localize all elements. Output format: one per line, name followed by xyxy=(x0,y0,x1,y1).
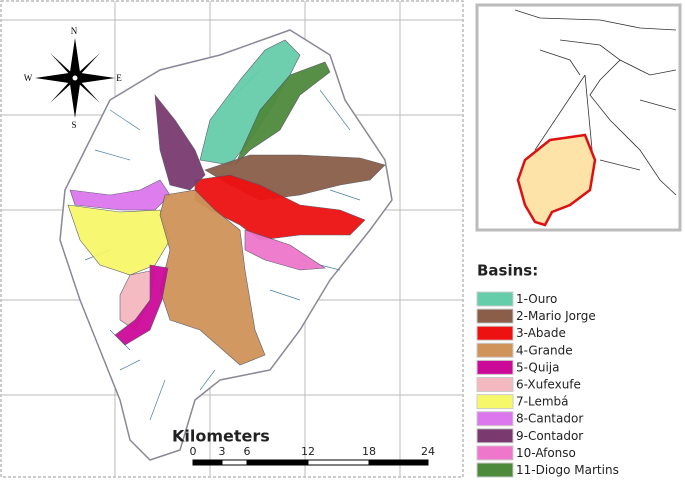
legend-label: 6-Xufexufe xyxy=(516,378,581,392)
legend-swatch xyxy=(476,291,514,307)
basin xyxy=(159,189,266,366)
legend-swatch xyxy=(476,359,514,375)
legend-label: 9-Contador xyxy=(516,429,583,443)
basin xyxy=(67,204,171,276)
compass-rose xyxy=(35,38,115,118)
scale-segment xyxy=(368,459,429,466)
legend-label: 1-Ouro xyxy=(516,292,557,306)
scale-segment xyxy=(246,459,309,466)
scale-tick-label: 18 xyxy=(362,445,376,458)
legend-swatch xyxy=(476,428,514,444)
compass-label: S xyxy=(71,120,76,130)
basins xyxy=(67,39,386,366)
basin xyxy=(114,264,169,346)
compass-label: W xyxy=(24,73,33,83)
legend: 1-Ouro 2-Mario Jorge 3-Abade 4-Grande 5-Quij… xyxy=(476,291,619,478)
legend-swatch xyxy=(476,308,514,324)
scale-segment xyxy=(221,459,248,466)
basin xyxy=(244,229,326,271)
legend-title: Basins: xyxy=(477,262,538,280)
scale-tick-label: 0 xyxy=(190,445,197,458)
scale-tick-label: 12 xyxy=(301,445,315,458)
legend-swatch xyxy=(476,325,514,341)
legend-swatch xyxy=(476,462,514,478)
scale-title: Kilometers xyxy=(172,427,270,446)
legend-label: 11-Diogo Martins xyxy=(516,463,619,477)
legend-swatch xyxy=(476,394,514,410)
compass-label: E xyxy=(116,73,122,83)
legend-swatch xyxy=(476,445,514,461)
scale-tick-label: 6 xyxy=(244,445,251,458)
scale-segment xyxy=(307,459,370,466)
legend-swatch xyxy=(476,377,514,392)
legend-swatch xyxy=(476,342,514,358)
basin xyxy=(154,94,206,191)
scale-bar: 0 3 6 12 18 24 xyxy=(190,445,435,466)
legend-label: 5-Quija xyxy=(516,360,559,374)
legend-label: 10-Afonso xyxy=(516,446,576,460)
legend-label: 8-Cantador xyxy=(516,412,583,426)
legend-label: 2-Mario Jorge xyxy=(516,309,596,323)
scale-segment xyxy=(192,459,223,466)
legend-label: 4-Grande xyxy=(516,343,573,357)
legend-label: 3-Abade xyxy=(516,326,566,340)
inset-map xyxy=(514,9,677,227)
legend-label: 7-Lembá xyxy=(516,395,568,409)
basin xyxy=(234,61,331,166)
scale-tick-label: 3 xyxy=(219,445,226,458)
scale-tick-label: 24 xyxy=(421,445,435,458)
legend-swatch xyxy=(476,411,514,427)
compass-label: N xyxy=(71,26,78,36)
